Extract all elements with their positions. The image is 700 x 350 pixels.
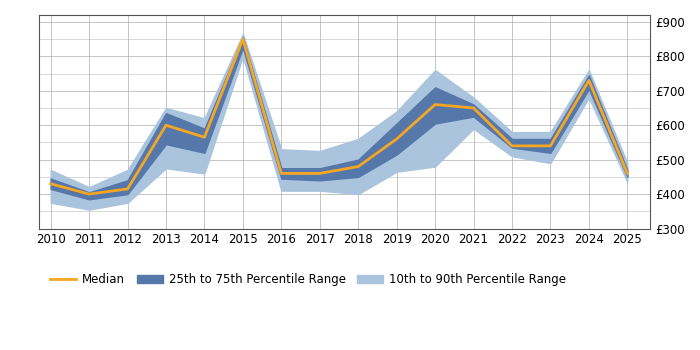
Median <box>623 172 631 176</box>
Median <box>316 172 324 176</box>
Median <box>431 103 440 107</box>
Median <box>393 137 401 141</box>
Median <box>85 192 93 196</box>
Legend: Median, 25th to 75th Percentile Range, 10th to 90th Percentile Range: Median, 25th to 75th Percentile Range, 1… <box>46 268 571 291</box>
Median <box>546 144 554 148</box>
Median <box>508 144 516 148</box>
Median <box>123 187 132 191</box>
Median <box>277 172 286 176</box>
Median <box>200 135 209 139</box>
Median <box>354 164 363 169</box>
Line: Median: Median <box>50 39 627 194</box>
Median <box>469 106 477 110</box>
Median <box>239 37 247 41</box>
Median <box>162 123 170 127</box>
Median <box>46 182 55 186</box>
Median <box>584 78 593 83</box>
